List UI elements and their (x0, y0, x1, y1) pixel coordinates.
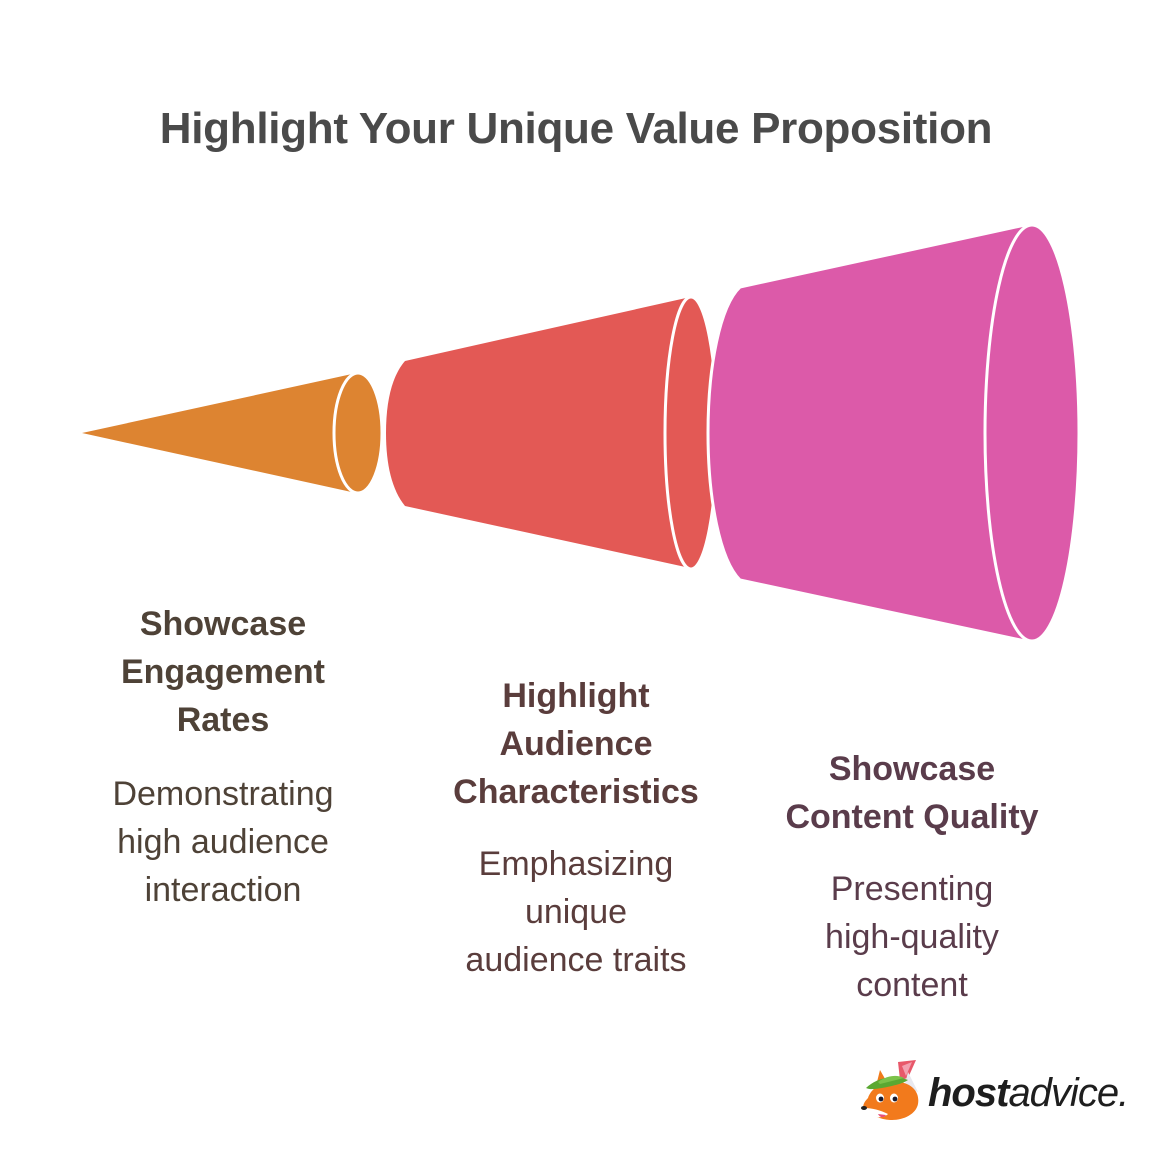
stage-2-heading: Highlight Audience Characteristics (453, 677, 699, 811)
stage-2-text: Highlight Audience Characteristics Empha… (430, 672, 722, 984)
fox-mascot-icon (861, 1060, 919, 1120)
page-title: Highlight Your Unique Value Proposition (159, 104, 993, 153)
stage-1-cone (82, 371, 384, 495)
stage-2-cone (386, 295, 719, 571)
stage-3-cone (706, 223, 1081, 643)
hostadvice-logo: hostadvice. (858, 1058, 1129, 1124)
logo-wordmark: hostadvice. (928, 1070, 1129, 1115)
stage-3-heading: Showcase Content Quality (785, 750, 1039, 836)
stage-1-text: Showcase Engagement Rates Demonstrating … (88, 600, 358, 914)
stage-1-description: Demonstrating high audience interaction (112, 775, 334, 909)
stage-3-text: Showcase Content Quality Presenting high… (760, 745, 1064, 1009)
stage-1-heading: Showcase Engagement Rates (120, 605, 326, 739)
stage-2-description: Emphasizing unique audience traits (465, 845, 687, 979)
stage-3-description: Presenting high-quality content (825, 870, 999, 1004)
